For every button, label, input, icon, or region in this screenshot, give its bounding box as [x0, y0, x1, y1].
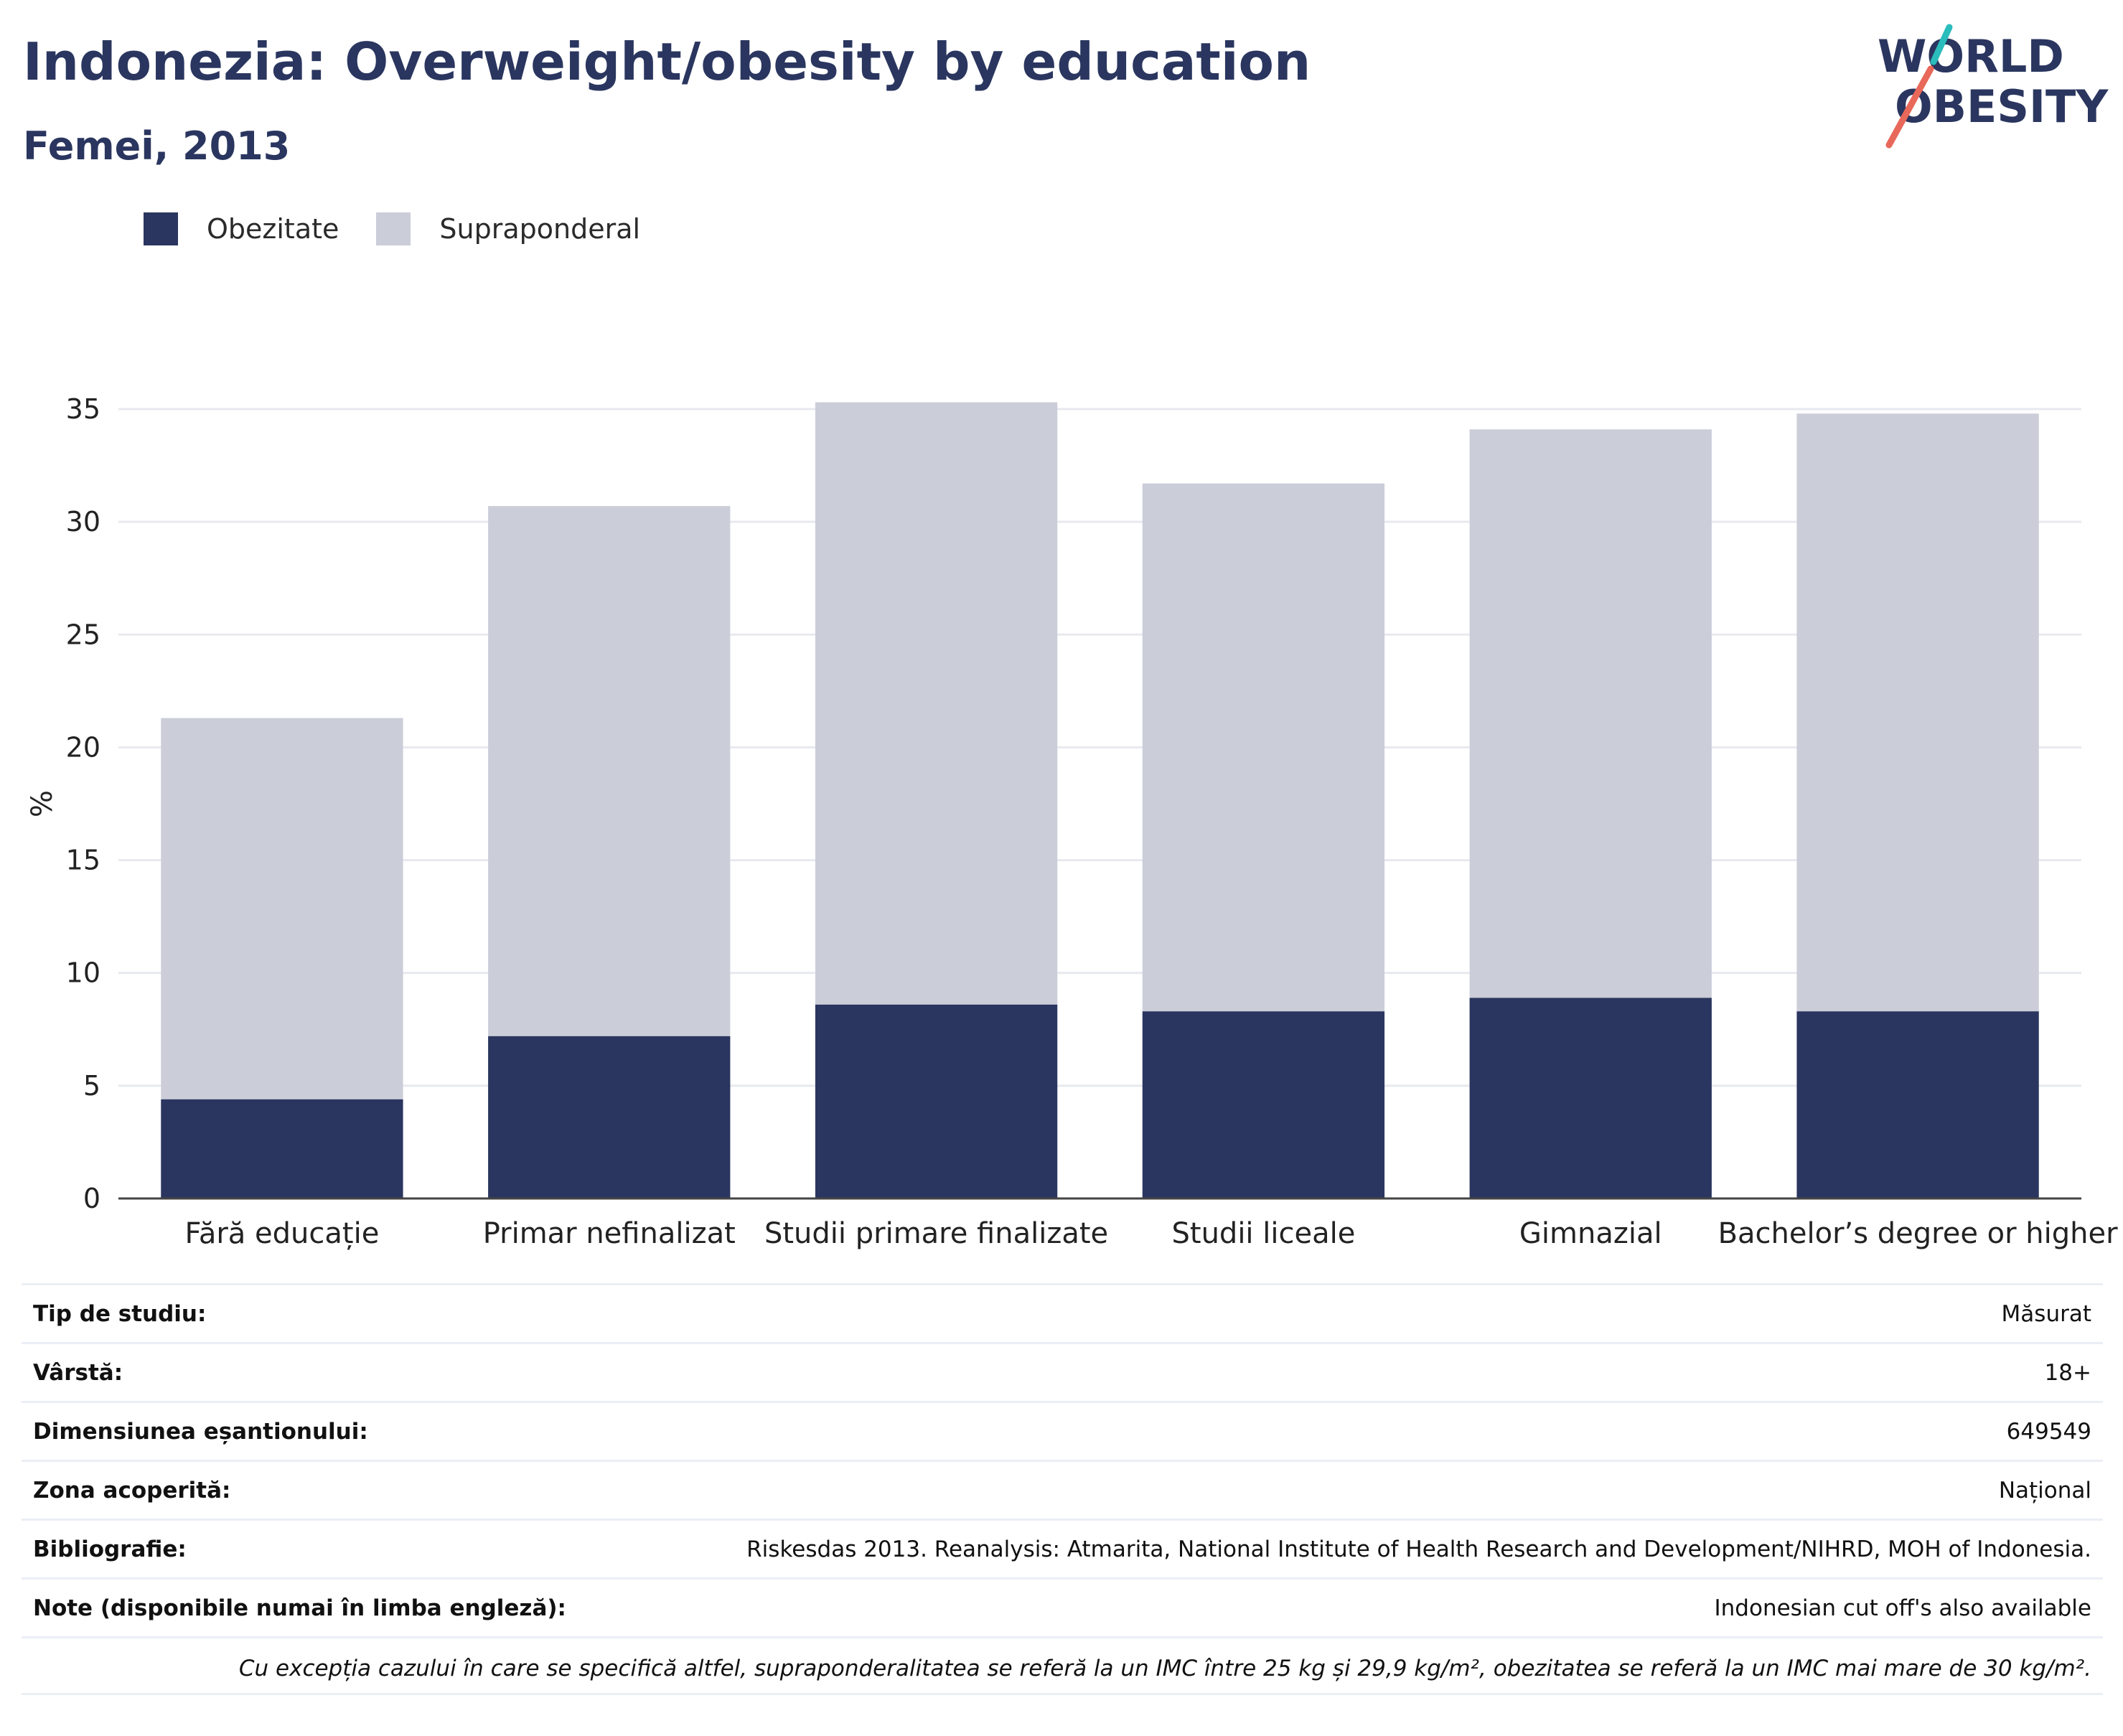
bar-supraponderal	[161, 718, 403, 1099]
legend-item-obezitate[interactable]: Obezitate	[144, 212, 339, 245]
bar-obezitate	[161, 1099, 403, 1198]
logo-text-obesity: OBESITY	[1895, 80, 2109, 133]
chart-title: Indonezia: Overweight/obesity by educati…	[23, 32, 1311, 92]
meta-value: 18+	[2044, 1359, 2091, 1386]
bar-obezitate	[1469, 998, 1712, 1198]
y-tick-label: 25	[66, 619, 100, 650]
y-tick-label: 15	[66, 845, 100, 876]
legend-swatch-obezitate	[144, 212, 178, 245]
y-tick-label: 35	[66, 393, 100, 425]
bar-supraponderal	[488, 506, 731, 1036]
y-axis-label: %	[26, 790, 59, 817]
bar-obezitate	[488, 1036, 731, 1198]
bar-supraponderal	[1469, 429, 1712, 998]
x-tick-label: Studii primare finalizate	[764, 1217, 1108, 1250]
legend-swatch-supraponderal	[376, 212, 411, 245]
y-tick-label: 0	[83, 1183, 100, 1214]
logo-slash-red	[1885, 65, 1934, 149]
logo-text-world: WORLD	[1878, 30, 2064, 83]
bar-supraponderal	[1796, 413, 2039, 1012]
legend-label-obezitate: Obezitate	[207, 213, 339, 245]
meta-label: Dimensiunea eșantionului:	[33, 1418, 368, 1445]
bar-supraponderal	[1142, 483, 1385, 1012]
y-tick-label: 20	[66, 731, 100, 763]
footnote: Cu excepția cazului în care se specifică…	[22, 1636, 2103, 1695]
meta-row-bibliography: Bibliografie: Riskesdas 2013. Reanalysis…	[22, 1519, 2103, 1577]
bar-obezitate	[1796, 1011, 2039, 1198]
bar-chart: 0 5 10 15 20 25 30 35% Fără educație Primar nefin…	[26, 393, 2119, 1250]
meta-label: Vârstă:	[33, 1359, 123, 1386]
logo-slash-teal	[1930, 24, 1953, 65]
y-tick-label: 10	[66, 957, 100, 989]
bar-obezitate	[815, 1004, 1058, 1198]
meta-value: Riskesdas 2013. Reanalysis: Atmarita, Na…	[746, 1536, 2091, 1562]
meta-label: Tip de studiu:	[33, 1300, 207, 1327]
meta-label: Zona acoperită:	[33, 1477, 231, 1503]
legend-item-supraponderal[interactable]: Supraponderal	[376, 212, 640, 245]
meta-row-notes: Note (disponibile numai în limba engleză…	[22, 1577, 2103, 1636]
x-tick-label: Gimnazial	[1519, 1217, 1662, 1250]
bar-obezitate	[1142, 1011, 1385, 1198]
meta-label: Note (disponibile numai în limba engleză…	[33, 1595, 566, 1621]
meta-row-study-type: Tip de studiu: Măsurat	[22, 1283, 2103, 1342]
legend-label-supraponderal: Supraponderal	[439, 213, 641, 245]
meta-row-sample-size: Dimensiunea eșantionului: 649549	[22, 1401, 2103, 1460]
meta-value: 649549	[2006, 1418, 2091, 1445]
meta-value: Național	[1998, 1477, 2091, 1503]
chart-legend: Obezitate Supraponderal	[144, 212, 678, 245]
meta-label: Bibliografie:	[33, 1536, 187, 1562]
x-tick-label: Fără educație	[185, 1217, 380, 1250]
x-tick-label: Primar nefinalizat	[483, 1217, 736, 1250]
meta-row-area: Zona acoperită: Național	[22, 1460, 2103, 1519]
metadata-table: Tip de studiu: Măsurat Vârstă: 18+ Dimen…	[22, 1283, 2103, 1695]
meta-row-age: Vârstă: 18+	[22, 1342, 2103, 1401]
x-tick-label: Bachelor’s degree or higher	[1718, 1217, 2119, 1250]
meta-value: Măsurat	[2001, 1300, 2091, 1327]
x-tick-label: Studii liceale	[1172, 1217, 1356, 1250]
chart-subtitle: Femei, 2013	[23, 123, 291, 169]
y-tick-label: 5	[83, 1070, 100, 1102]
world-obesity-logo: WORLD OBESITY	[1878, 24, 2109, 149]
meta-value: Indonesian cut off's also available	[1714, 1595, 2091, 1621]
bar-supraponderal	[815, 402, 1058, 1005]
y-tick-label: 30	[66, 506, 100, 538]
